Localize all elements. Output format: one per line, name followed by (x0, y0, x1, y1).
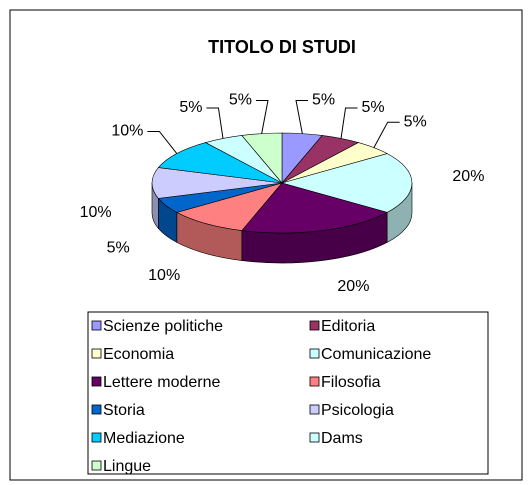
leader-line (295, 99, 309, 134)
legend-swatch (91, 320, 102, 331)
data-label: 5% (404, 113, 427, 130)
legend-swatch (309, 376, 320, 387)
legend-swatch (91, 432, 102, 443)
data-label: 20% (452, 168, 484, 185)
legend-label: Scienze politiche (103, 318, 223, 335)
slice-side-shade (158, 198, 177, 243)
legend-swatch (91, 348, 102, 359)
slice-side-shade (387, 183, 412, 243)
data-label: 5% (179, 99, 202, 116)
legend-label: Lingue (103, 458, 151, 475)
legend-swatch (91, 404, 102, 415)
legend-swatch (309, 348, 320, 359)
legend-label: Lettere moderne (103, 374, 221, 391)
slice-side-shade (241, 212, 388, 263)
leader-line (206, 107, 224, 139)
legend-label: Psicologia (321, 402, 394, 419)
legend-swatch (91, 376, 102, 387)
data-label: 5% (312, 92, 335, 109)
data-label: 10% (111, 123, 143, 140)
legend-swatch (91, 460, 102, 471)
legend-label: Dams (321, 430, 363, 447)
legend-label: Storia (103, 402, 145, 419)
data-label: 20% (337, 278, 369, 295)
leader-line (340, 107, 358, 139)
data-label: 5% (107, 239, 130, 256)
slice (241, 132, 283, 184)
slice (280, 153, 413, 213)
leader-line (255, 99, 269, 134)
legend-swatch (309, 404, 320, 415)
slice-side-shade (176, 212, 242, 261)
leader-line (147, 130, 178, 154)
leader-line (373, 121, 400, 148)
slice (176, 182, 283, 231)
legend-swatch (309, 432, 320, 443)
slice (157, 142, 283, 184)
legend-box (87, 311, 489, 475)
data-label: 5% (362, 99, 385, 116)
legend-label: Editoria (321, 318, 375, 335)
legend-swatch (309, 320, 320, 331)
data-label: 5% (229, 92, 252, 109)
slice (151, 167, 283, 199)
chart-title: TITOLO DI STUDI (208, 37, 356, 57)
legend-label: Comunicazione (321, 346, 431, 363)
slice (241, 182, 388, 234)
legend-label: Mediazione (103, 430, 185, 447)
legend-label: Filosofia (321, 374, 381, 391)
data-label: 10% (148, 267, 180, 284)
slice-side-shade (152, 183, 159, 229)
legend-label: Economia (103, 346, 174, 363)
data-label: 10% (80, 204, 112, 221)
